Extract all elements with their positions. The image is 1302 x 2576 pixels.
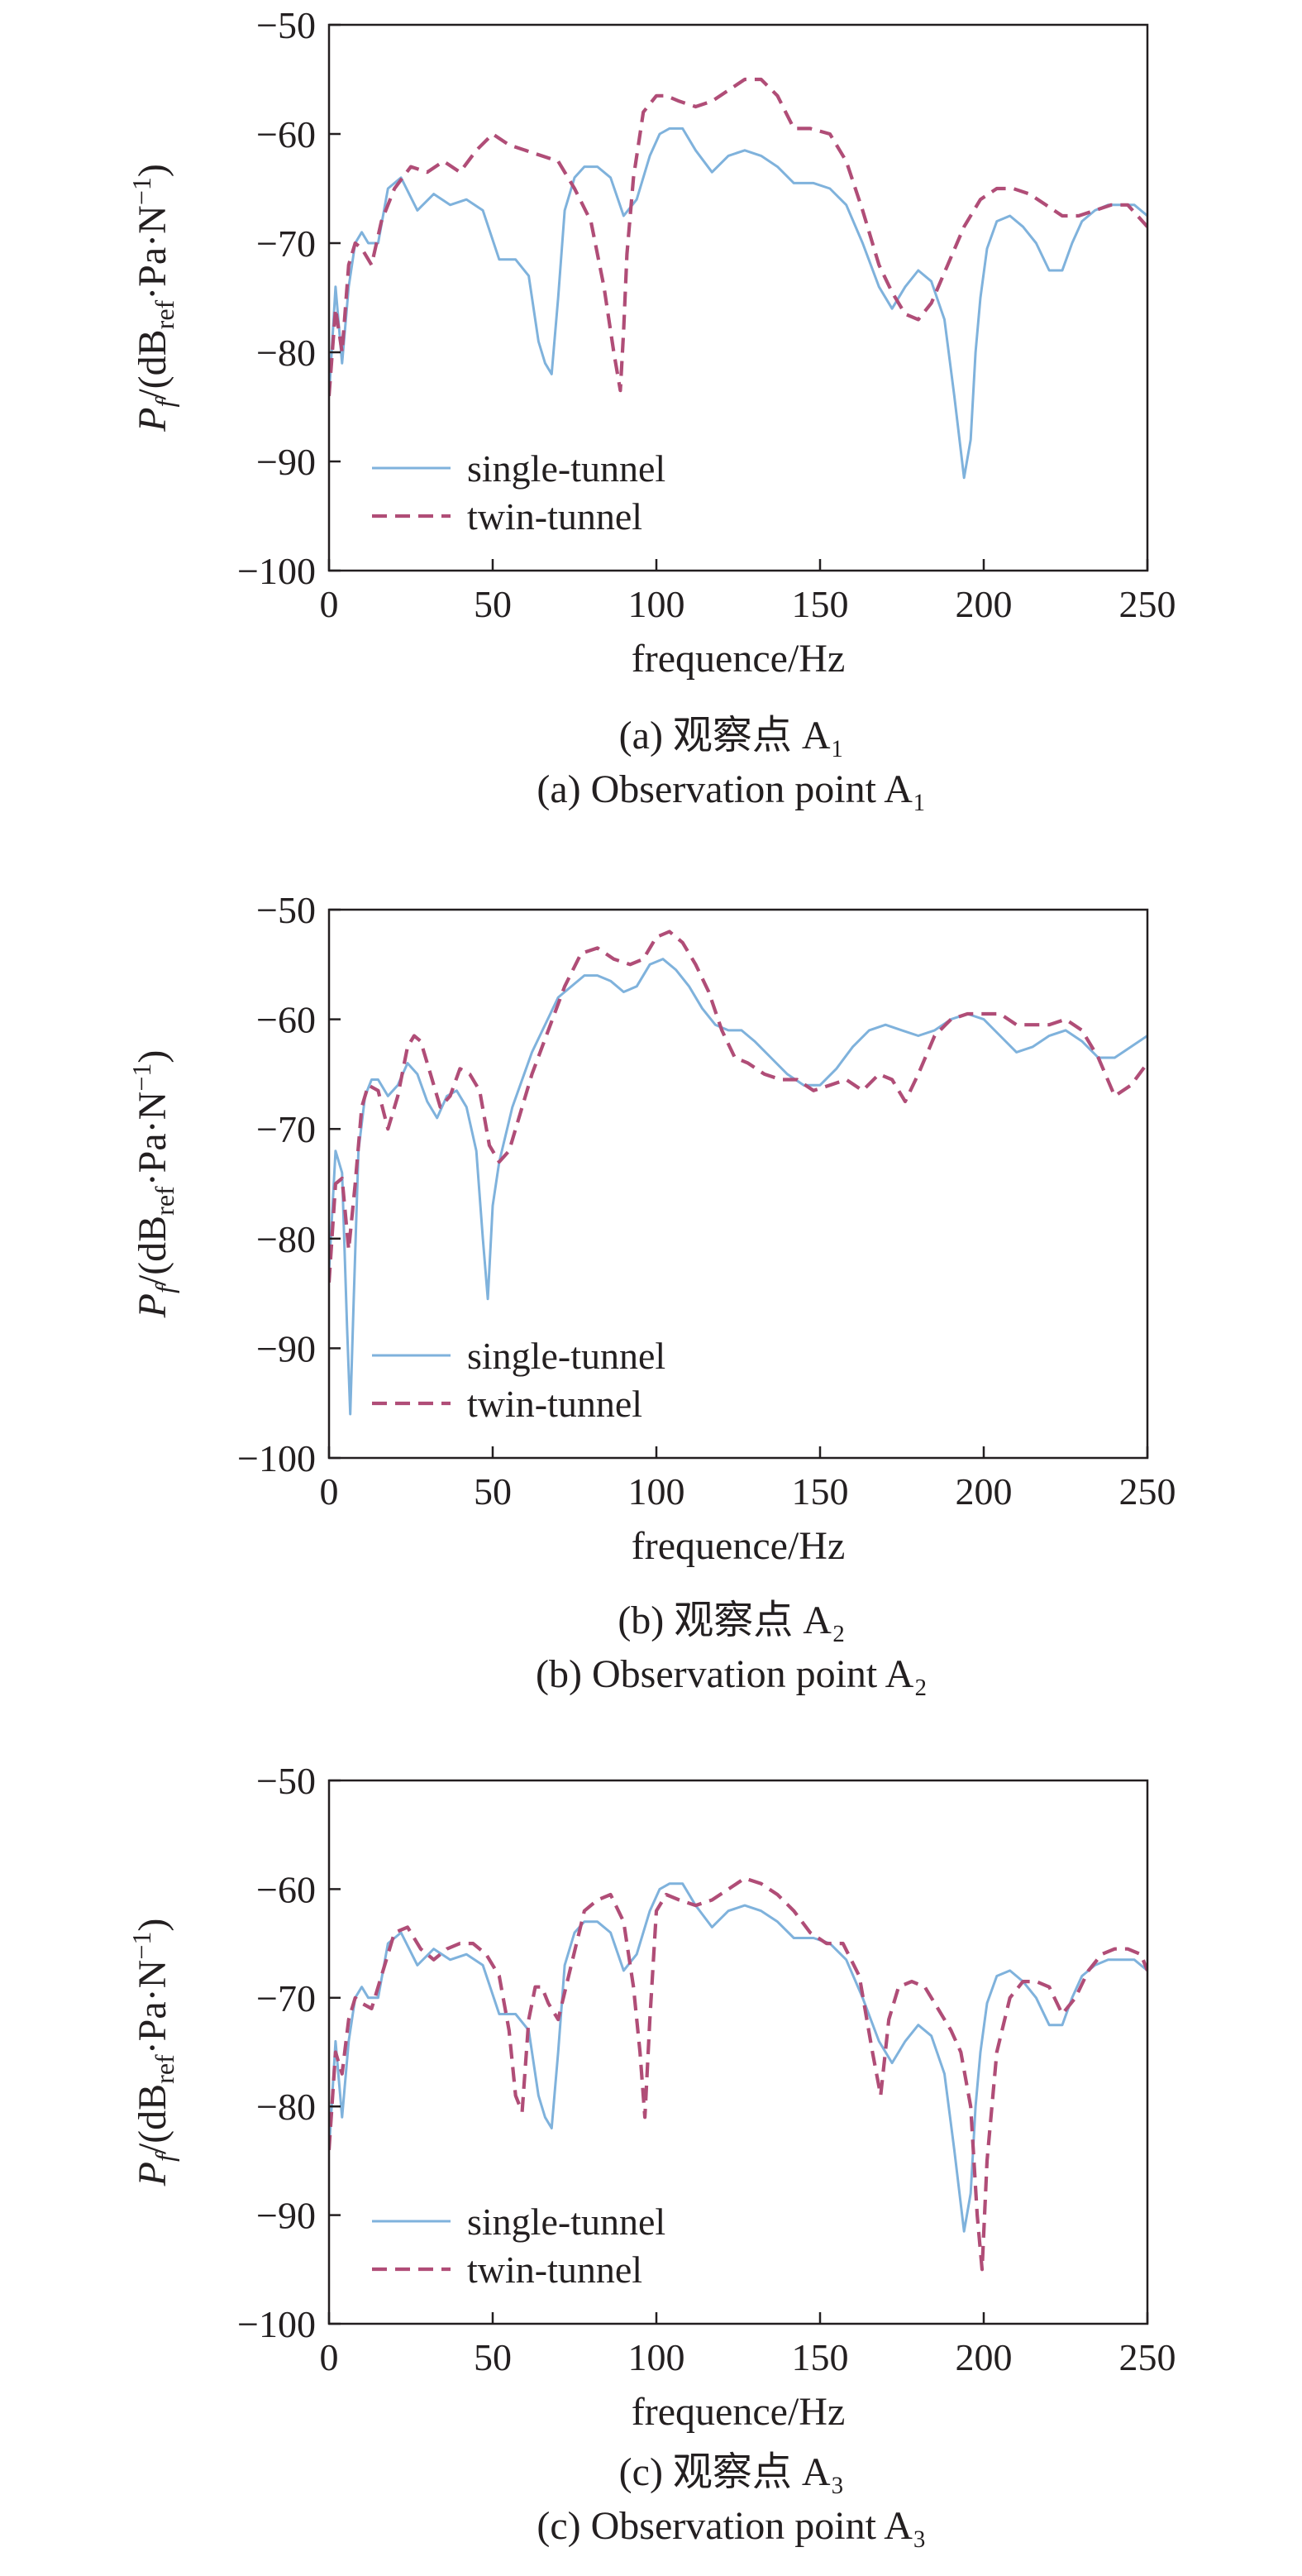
x-axis-label: frequence/Hz	[632, 2390, 846, 2434]
x-tick-label: 150	[792, 2336, 849, 2378]
y-axis-label-part: P	[131, 2162, 174, 2186]
chart-panel-1: 0 50 100 150 200 250 −50 −60 −70 −80 −90 −100 freque…	[126, 4, 1176, 811]
y-tick-label: −100	[237, 2303, 316, 2345]
y-tick-label: −100	[237, 1437, 316, 1479]
y-axis-label-part: )	[131, 1919, 174, 1932]
y-axis-label-part: ·Pa·N	[131, 1960, 174, 2055]
legend-label-single-tunnel: single-tunnel	[467, 447, 665, 490]
y-tick-label: −60	[256, 1868, 316, 1910]
series-line-single-tunnel	[329, 1882, 1147, 2233]
legend-label-single-tunnel: single-tunnel	[467, 1335, 665, 1377]
chart-panel-3: 0 50 100 150 200 250 −50 −60 −70 −80 −90 −100 freque…	[126, 1760, 1176, 2548]
x-tick-label: 250	[1119, 2336, 1176, 2378]
y-axis-label-part: P	[131, 408, 174, 433]
y-tick-label: −80	[256, 2086, 316, 2128]
series-line-twin-tunnel	[329, 1876, 1147, 2272]
y-tick-label: −50	[256, 889, 316, 931]
x-tick-label: 100	[628, 2336, 685, 2378]
caption-cn: (b) 观察点 A₂	[618, 1599, 845, 1642]
y-axis-label-part: ref	[150, 299, 179, 329]
legend-label-twin-tunnel: twin-tunnel	[467, 495, 642, 538]
x-tick-label: 200	[956, 1470, 1013, 1513]
y-tick-label: −100	[237, 550, 316, 592]
legend-label-twin-tunnel: twin-tunnel	[467, 1383, 642, 1425]
series-line-single-tunnel	[329, 958, 1147, 1416]
y-axis-label-part: ·Pa·N	[131, 205, 174, 300]
plot-frame	[327, 908, 1149, 1460]
y-axis-label: Pf/(dBref·Pa·N−1)	[126, 1919, 179, 2187]
y-axis-label-part: )	[131, 164, 174, 177]
plot-frame	[327, 1779, 1149, 2325]
y-axis-label-part: /(dB	[131, 1216, 174, 1286]
x-axis-label: frequence/Hz	[632, 637, 846, 681]
x-tick-label: 150	[792, 583, 849, 625]
y-tick-label: −90	[256, 441, 316, 483]
x-tick-label: 0	[320, 1470, 339, 1513]
y-axis-label-part: −1	[126, 177, 156, 205]
y-tick-label: −70	[256, 222, 316, 265]
x-axis-label: frequence/Hz	[632, 1524, 846, 1568]
x-tick-label: 150	[792, 1470, 849, 1513]
caption-en: (a) Observation point A₁	[537, 767, 926, 811]
y-tick-label: −80	[256, 332, 316, 374]
y-tick-label: −70	[256, 1108, 316, 1150]
plot-frame	[327, 23, 1149, 572]
series-line-twin-tunnel	[329, 77, 1147, 396]
chart-panel-2: 0 50 100 150 200 250 −50 −60 −70 −80 −90 −100 freque…	[126, 889, 1176, 1696]
legend-label-single-tunnel: single-tunnel	[467, 2201, 665, 2243]
caption-cn: (a) 观察点 A₁	[619, 714, 845, 758]
y-axis-label-part: ref	[150, 2054, 179, 2084]
y-axis-label-part: P	[131, 1293, 174, 1318]
y-tick-label: −80	[256, 1218, 316, 1260]
x-tick-label: 250	[1119, 1470, 1176, 1513]
y-tick-label: −50	[256, 1760, 316, 1802]
y-axis-label-part: /(dB	[131, 329, 174, 399]
y-tick-label: −50	[256, 4, 316, 46]
y-axis-label-part: )	[131, 1050, 174, 1063]
x-tick-label: 0	[320, 583, 339, 625]
y-axis-label-part: −1	[126, 1932, 156, 1960]
y-axis-label-part: ref	[150, 1186, 179, 1216]
x-tick-label: 200	[956, 583, 1013, 625]
y-axis-label: Pf/(dBref·Pa·N−1)	[126, 1050, 179, 1319]
caption-en: (c) Observation point A₃	[537, 2504, 926, 2548]
y-axis-label-part: /(dB	[131, 2084, 174, 2154]
y-tick-label: −90	[256, 1327, 316, 1369]
x-tick-label: 50	[474, 1470, 512, 1513]
y-axis-label-part: ·Pa·N	[131, 1092, 174, 1187]
caption-en: (b) Observation point A₂	[536, 1652, 928, 1696]
y-tick-label: −60	[256, 113, 316, 155]
series-line-single-tunnel	[329, 127, 1147, 480]
x-tick-label: 50	[474, 583, 512, 625]
y-axis-label: Pf/(dBref·Pa·N−1)	[126, 164, 179, 433]
caption-cn: (c) 观察点 A₃	[619, 2450, 845, 2494]
y-axis-label-part: −1	[126, 1063, 156, 1092]
x-tick-label: 200	[956, 2336, 1013, 2378]
y-tick-label: −60	[256, 999, 316, 1041]
x-tick-label: 250	[1119, 583, 1176, 625]
y-tick-label: −90	[256, 2195, 316, 2237]
series-line-twin-tunnel	[329, 930, 1147, 1283]
x-tick-label: 0	[320, 2336, 339, 2378]
x-tick-label: 100	[628, 583, 685, 625]
y-tick-label: −70	[256, 1977, 316, 2019]
x-tick-label: 50	[474, 2336, 512, 2378]
legend-label-twin-tunnel: twin-tunnel	[467, 2249, 642, 2291]
x-tick-label: 100	[628, 1470, 685, 1513]
